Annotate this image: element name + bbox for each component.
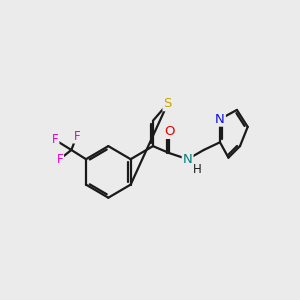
Text: F: F xyxy=(52,134,59,146)
Text: N: N xyxy=(215,113,225,126)
Text: O: O xyxy=(164,125,174,138)
Text: F: F xyxy=(56,153,63,166)
Text: S: S xyxy=(164,97,172,110)
Text: H: H xyxy=(193,164,202,176)
Text: F: F xyxy=(74,130,80,142)
Text: N: N xyxy=(183,153,193,166)
